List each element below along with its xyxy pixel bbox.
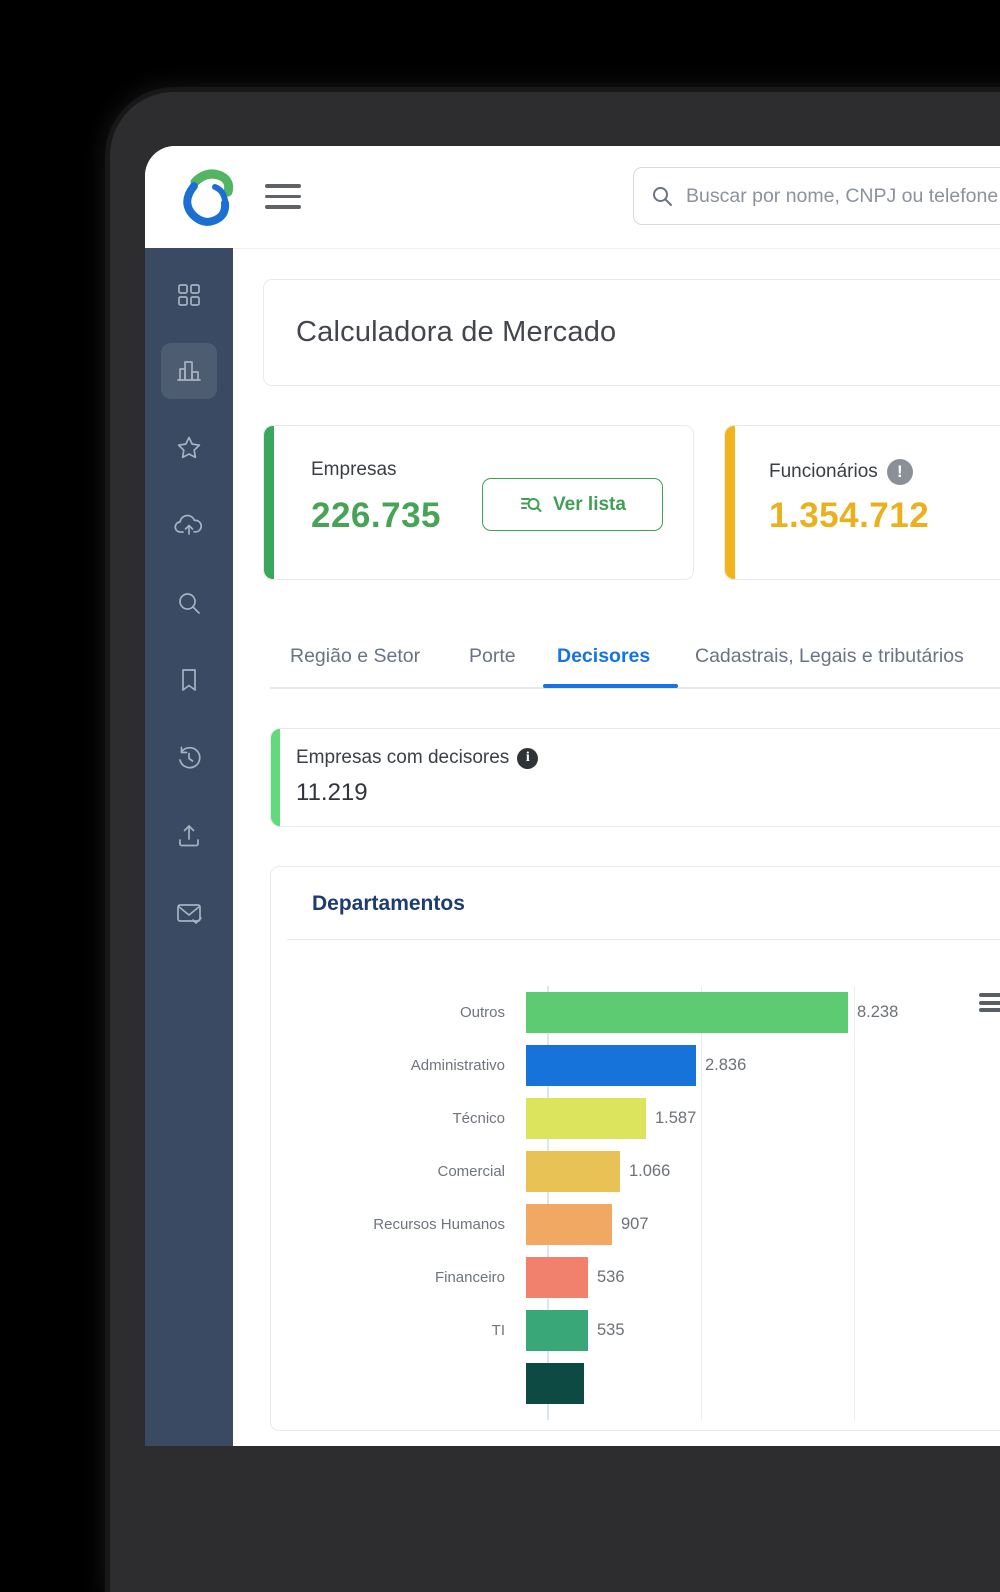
tab-regiao-e-setor[interactable]: Região e Setor	[290, 645, 421, 667]
mail-check-icon	[177, 904, 202, 924]
chart-value-label: 535	[597, 1321, 625, 1339]
sidebar-item-cloud-upload[interactable]	[161, 497, 217, 553]
bookmark-icon	[182, 669, 196, 691]
amber-accent-bar	[725, 426, 735, 579]
sidebar-item-search[interactable]	[161, 575, 217, 631]
chart-row: Recursos Humanos 907	[271, 1198, 1000, 1251]
decisores-summary-card: Empresas com decisores i 11.219	[270, 728, 1000, 827]
chart-row-partial	[271, 1357, 1000, 1410]
sidebar-item-favorites[interactable]	[161, 420, 217, 476]
chart-value-label: 536	[597, 1268, 625, 1286]
chart-category-label: Recursos Humanos	[373, 1216, 505, 1233]
upload-icon	[179, 825, 199, 847]
history-icon	[179, 746, 201, 769]
main-content: Calculadora de Mercado Empresas 226.735 …	[233, 248, 1000, 1431]
bar-chart-icon	[177, 361, 201, 381]
sidebar-item-dashboard[interactable]	[161, 267, 217, 323]
green-accent-bar	[264, 426, 274, 579]
chart-category-label: Técnico	[452, 1110, 505, 1127]
stat-value-empresas: 226.735	[311, 496, 442, 535]
chart-row: Outros 8.238	[271, 986, 1000, 1039]
cloud-upload-icon	[174, 514, 203, 535]
chart-menu-hamburger-icon[interactable]	[979, 993, 1000, 1016]
chart-category-label: Financeiro	[434, 1269, 505, 1286]
stat-card-funcionarios: Funcionários ! 1.354.712	[724, 425, 1000, 580]
chart-row: Comercial 1.066	[271, 1145, 1000, 1198]
chart-bar[interactable]	[526, 1257, 588, 1298]
stat-value-funcionarios: 1.354.712	[769, 496, 930, 535]
chart-category-label: Administrativo	[410, 1057, 505, 1074]
chart-bar[interactable]	[526, 992, 848, 1033]
top-bar	[145, 146, 1000, 248]
stat-card-empresas: Empresas 226.735 Ver lista	[263, 425, 694, 580]
search-box	[633, 167, 1000, 225]
ver-lista-button[interactable]: Ver lista	[482, 478, 663, 531]
chart-bar[interactable]	[526, 1204, 612, 1245]
sidebar	[145, 248, 233, 1446]
sidebar-item-upload[interactable]	[161, 807, 217, 863]
star-icon	[177, 436, 201, 459]
chart-value-label: 907	[621, 1215, 649, 1233]
chart-value-label: 8.238	[857, 1003, 899, 1021]
exclamation-circle-icon[interactable]: !	[886, 459, 913, 485]
chart-row: Administrativo 2.836	[271, 1039, 1000, 1092]
chart-bar[interactable]	[526, 1363, 584, 1404]
chart-gridline	[701, 986, 702, 1420]
chart-bar[interactable]	[526, 1310, 588, 1351]
brand-logo-icon[interactable]	[173, 162, 239, 228]
departamentos-chart-card: Departamentos Outros 8.238 Administrativo 2…	[270, 866, 1000, 1431]
list-search-icon	[521, 497, 542, 512]
chart-row: TI 535	[271, 1304, 1000, 1357]
stat-label: Funcionários	[769, 461, 878, 482]
search-icon	[653, 187, 672, 206]
chart-divider	[287, 939, 1000, 940]
search-icon	[179, 593, 200, 614]
decisores-label: Empresas com decisores	[296, 747, 510, 768]
menu-hamburger-icon[interactable]	[265, 184, 301, 210]
stat-label: Empresas	[311, 459, 397, 480]
chart-category-label: TI	[491, 1322, 505, 1339]
filter-tabs: Região e Setor Porte Decisores Cadastrai…	[233, 635, 1000, 689]
chart-bar[interactable]	[526, 1045, 696, 1086]
chart-bar[interactable]	[526, 1098, 646, 1139]
active-tab-underline	[543, 684, 678, 688]
chart-row: Financeiro 536	[271, 1251, 1000, 1304]
tab-decisores[interactable]: Decisores	[557, 645, 651, 667]
chart-axis-line	[547, 986, 549, 1420]
app-screen: Calculadora de Mercado Empresas 226.735 …	[145, 146, 1000, 1446]
sidebar-item-mail[interactable]	[161, 885, 217, 941]
decisores-value: 11.219	[296, 779, 368, 806]
tab-porte[interactable]: Porte	[469, 645, 516, 667]
sidebar-item-bookmark[interactable]	[161, 652, 217, 708]
search-input[interactable]	[686, 184, 1000, 208]
tab-cadastrais-legais[interactable]: Cadastrais, Legais e tributários	[695, 645, 964, 667]
sidebar-item-market-calculator[interactable]	[161, 343, 217, 399]
ver-lista-label: Ver lista	[553, 493, 626, 515]
chart-category-label: Comercial	[437, 1163, 505, 1180]
chart-value-label: 1.066	[629, 1162, 671, 1180]
chart-category-label: Outros	[459, 1004, 505, 1021]
chart-title: Departamentos	[312, 892, 465, 915]
sidebar-item-history[interactable]	[161, 730, 217, 786]
page-title: Calculadora de Mercado	[296, 316, 617, 348]
info-circle-icon[interactable]: i	[517, 747, 539, 769]
chart-bar[interactable]	[526, 1151, 620, 1192]
chart-value-label: 1.587	[655, 1109, 697, 1127]
chart-row: Técnico 1.587	[271, 1092, 1000, 1145]
dashboard-grid-icon	[178, 284, 200, 306]
chart-area: Outros 8.238 Administrativo 2.836 Técnico 1.5…	[271, 986, 1000, 1430]
chart-gridline	[854, 986, 855, 1420]
page-title-card: Calculadora de Mercado	[263, 279, 1000, 386]
chart-value-label: 2.836	[705, 1056, 747, 1074]
light-green-accent-bar	[271, 729, 280, 826]
